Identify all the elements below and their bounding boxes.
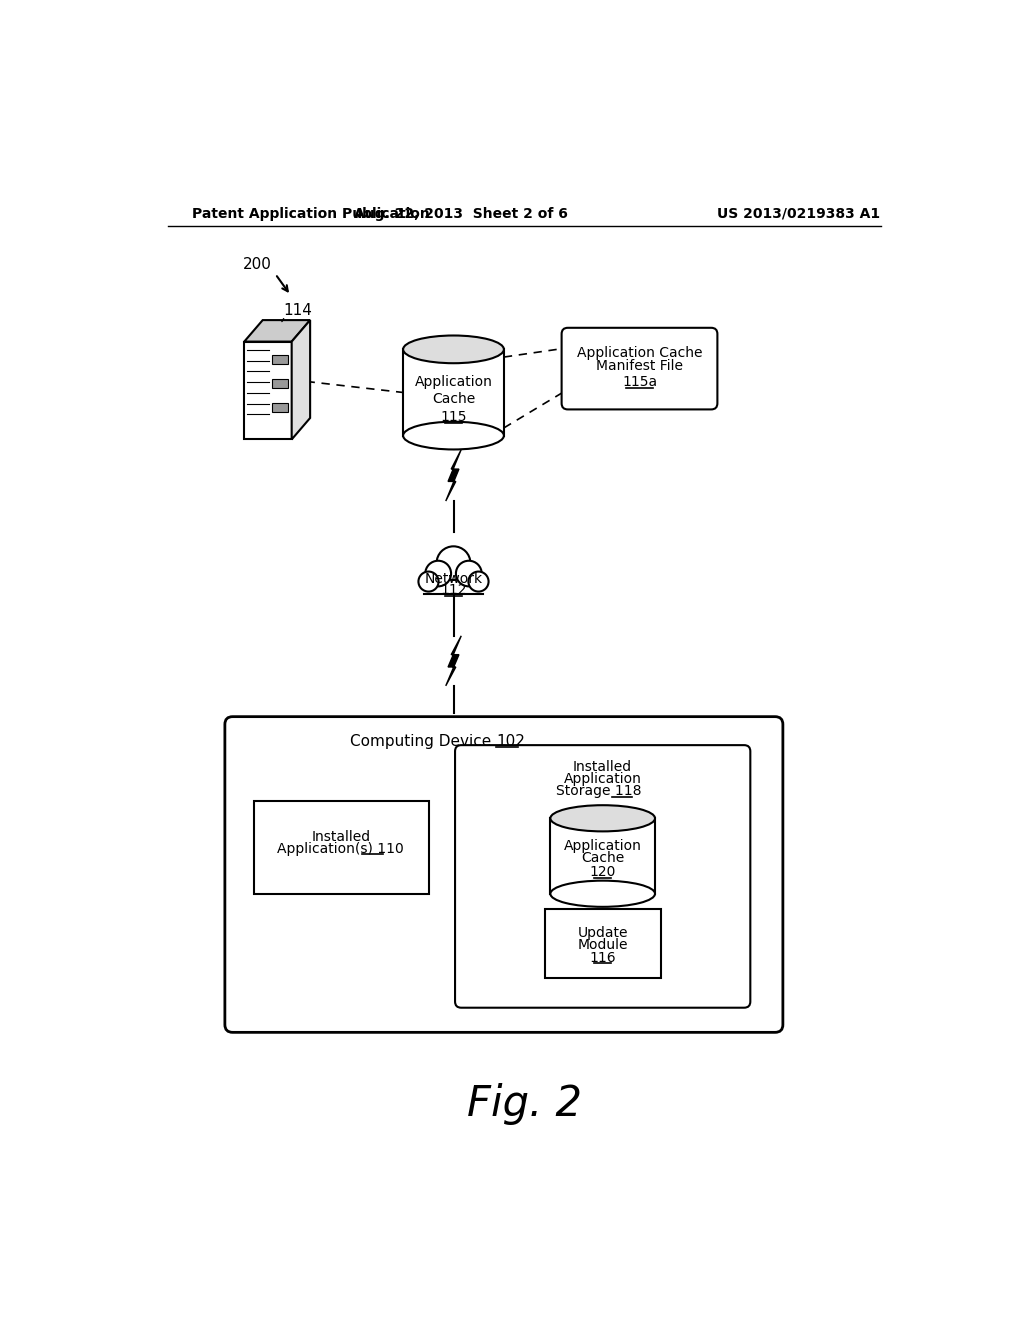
Text: Application Cache: Application Cache <box>577 346 702 360</box>
Text: 200: 200 <box>243 257 271 272</box>
Polygon shape <box>245 342 292 440</box>
Text: Computing Device: Computing Device <box>350 734 496 748</box>
FancyBboxPatch shape <box>272 403 289 412</box>
Ellipse shape <box>403 422 504 450</box>
Ellipse shape <box>550 805 655 832</box>
FancyBboxPatch shape <box>254 801 429 894</box>
Text: Application: Application <box>415 375 493 389</box>
Text: Patent Application Publication: Patent Application Publication <box>191 207 429 220</box>
Text: Cache: Cache <box>432 392 475 407</box>
Circle shape <box>456 561 481 586</box>
Text: Network: Network <box>424 572 482 586</box>
Polygon shape <box>403 350 504 436</box>
Circle shape <box>468 572 488 591</box>
Text: 120: 120 <box>590 866 615 879</box>
Polygon shape <box>445 636 461 686</box>
Circle shape <box>436 546 470 579</box>
FancyBboxPatch shape <box>561 327 718 409</box>
FancyBboxPatch shape <box>272 379 289 388</box>
Text: Aug. 22, 2013  Sheet 2 of 6: Aug. 22, 2013 Sheet 2 of 6 <box>354 207 568 220</box>
Polygon shape <box>445 449 461 502</box>
Text: Application: Application <box>564 772 642 785</box>
Text: Installed: Installed <box>312 830 371 843</box>
Text: 115: 115 <box>440 409 467 424</box>
FancyBboxPatch shape <box>545 909 660 978</box>
Text: Fig. 2: Fig. 2 <box>467 1082 583 1125</box>
FancyBboxPatch shape <box>272 355 289 364</box>
Text: Module: Module <box>578 939 628 952</box>
Text: Installed: Installed <box>573 760 632 774</box>
FancyBboxPatch shape <box>225 717 783 1032</box>
Text: 116: 116 <box>590 950 616 965</box>
Text: Update: Update <box>578 927 628 940</box>
Text: Storage 118: Storage 118 <box>556 784 642 799</box>
Circle shape <box>425 561 452 586</box>
Ellipse shape <box>403 335 504 363</box>
Text: 112: 112 <box>440 583 467 598</box>
Ellipse shape <box>550 880 655 907</box>
Text: 115a: 115a <box>622 375 657 388</box>
Polygon shape <box>245 321 310 342</box>
Text: Manifest File: Manifest File <box>596 359 683 374</box>
Polygon shape <box>550 818 655 894</box>
Polygon shape <box>292 321 310 440</box>
Text: Cache: Cache <box>581 851 625 866</box>
Text: 114: 114 <box>284 304 312 318</box>
FancyBboxPatch shape <box>455 744 751 1007</box>
Polygon shape <box>425 582 482 595</box>
Text: Application: Application <box>564 840 642 853</box>
Text: Application(s) 110: Application(s) 110 <box>276 842 403 857</box>
Text: US 2013/0219383 A1: US 2013/0219383 A1 <box>717 207 880 220</box>
Circle shape <box>419 572 438 591</box>
Text: 102: 102 <box>496 734 525 748</box>
